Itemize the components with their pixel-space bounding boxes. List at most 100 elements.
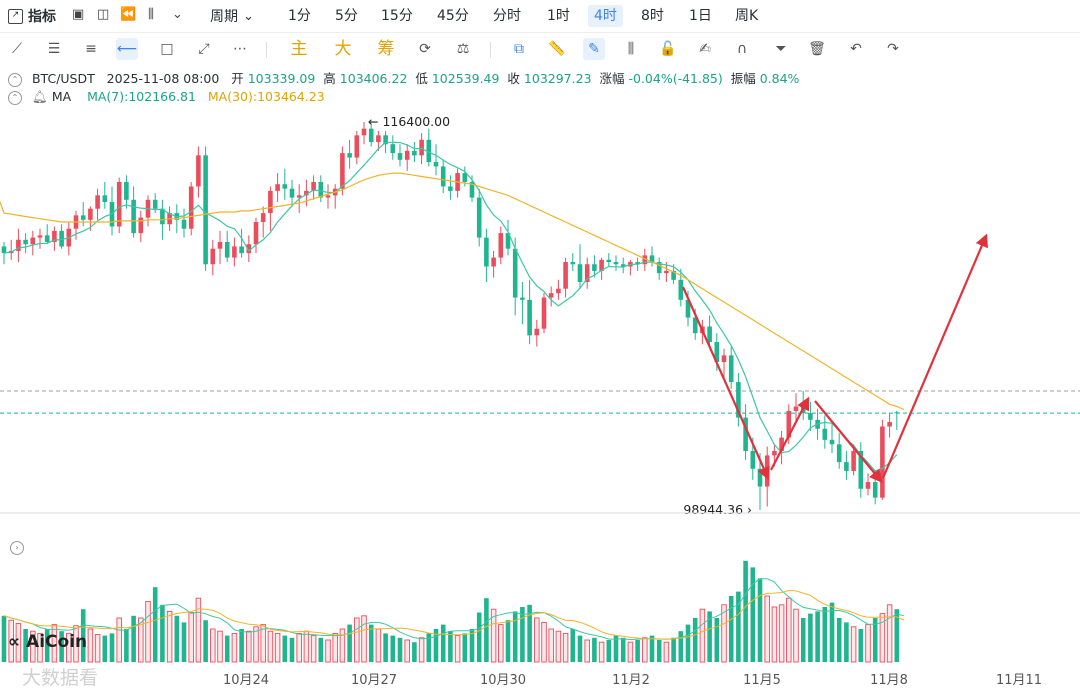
timeframe-1h[interactable]: 1时 (547, 8, 570, 24)
candle-body (894, 412, 900, 414)
volume-ma5-line (3, 578, 905, 641)
candle-body (30, 237, 36, 245)
candle-body (872, 482, 878, 498)
timeframe-5m[interactable]: 5分 (335, 8, 358, 24)
candle-body (685, 299, 691, 318)
volume-bar (800, 618, 806, 662)
close-label: 收 (507, 71, 520, 86)
ray-tool-icon[interactable]: ⤢ (198, 41, 210, 57)
volume-bar (195, 597, 202, 663)
measure-icon[interactable]: ⚖ (456, 41, 470, 57)
volume-collapse-icon[interactable]: › (10, 541, 24, 555)
candle-body (836, 444, 842, 463)
candle-body (520, 297, 525, 300)
high-value: 103406.22 (339, 71, 408, 86)
candle-body (59, 230, 64, 247)
undo-icon[interactable]: ↶ (850, 41, 862, 57)
volume-bar (850, 626, 857, 663)
pen-icon[interactable]: ✎ (583, 38, 605, 60)
candle-body (426, 139, 432, 163)
candle-body (282, 184, 288, 189)
redo-icon[interactable]: ↷ (887, 41, 899, 57)
candle-body (239, 246, 244, 254)
volume-bar (426, 633, 432, 662)
ma30-value: MA(30):103464.23 (207, 89, 325, 104)
collapse-icon[interactable]: ⌃ (8, 72, 22, 87)
big-order-button[interactable]: 大 (334, 39, 352, 59)
parallel-line-icon[interactable]: ☰ (47, 41, 61, 57)
volume-bar (267, 630, 274, 663)
layout-icon[interactable]: ◫ (97, 7, 110, 22)
main-force-button[interactable]: 主 (290, 39, 308, 59)
volume-bar (771, 606, 778, 663)
candle-body (318, 182, 324, 198)
ruler-icon[interactable]: 📏 (548, 41, 566, 57)
timeframe-8h[interactable]: 8时 (641, 8, 664, 24)
candle-body (865, 482, 871, 489)
timeframe-1d[interactable]: 1日 (689, 8, 712, 24)
candle-body (311, 182, 316, 191)
magnet-icon[interactable]: ∩ (736, 41, 748, 57)
horizontal-line-icon[interactable]: ⟵ (116, 38, 138, 60)
sync-icon[interactable]: ⟳ (419, 41, 431, 57)
candle-body (217, 242, 223, 249)
rewind-icon[interactable]: ⏪ (120, 7, 137, 22)
candle-body (253, 222, 259, 245)
candle-body (692, 317, 698, 334)
candle-body (102, 195, 108, 203)
volume-bar (606, 640, 612, 662)
volume-bar (397, 637, 403, 662)
volume-bar (354, 617, 360, 663)
candle-body (433, 162, 439, 167)
timeframe-1m[interactable]: 1分 (288, 8, 311, 24)
timeframe-45m[interactable]: 45分 (437, 8, 469, 24)
volume-bar (124, 629, 129, 662)
volume-bar (23, 629, 28, 662)
filter-icon[interactable]: ⏷ (775, 41, 787, 57)
copy-icon[interactable]: ⧉ (514, 41, 524, 57)
more-tools-icon[interactable]: ⋯ (233, 41, 247, 57)
rectangle-icon[interactable]: □ (160, 41, 174, 57)
x-axis-label: 10月24 (223, 673, 269, 688)
candle-body (196, 155, 201, 187)
edit-note-icon[interactable]: ✍ (699, 41, 711, 57)
chip-button[interactable]: 筹 (377, 39, 395, 59)
timeframe-15m[interactable]: 15分 (381, 8, 413, 24)
trash-icon[interactable]: 🗑 (808, 41, 826, 57)
volume-bar (296, 632, 302, 663)
indicator-button[interactable]: ↗ 指标 (8, 6, 56, 26)
volume-bar (318, 637, 324, 662)
volume-bar (476, 612, 482, 662)
volume-bar (757, 578, 763, 662)
timeframe-4h[interactable]: 4时 (588, 5, 623, 27)
channel-tool-icon[interactable]: ≡ (85, 41, 97, 57)
timeframe-week[interactable]: 周K (735, 8, 759, 24)
calendar-icon[interactable]: ▣ (72, 7, 85, 22)
volume-bar (541, 621, 547, 663)
candle-style-icon[interactable]: ⫼ (148, 7, 154, 22)
candle-body (390, 144, 396, 154)
volume-bar (390, 635, 396, 662)
candle-body (613, 262, 619, 265)
candle-body (52, 230, 57, 243)
lock-icon[interactable]: 🔓 (659, 41, 677, 57)
candle-body (354, 135, 360, 158)
period-button[interactable]: 周期 ⌄ (210, 6, 254, 26)
alert-bell-icon[interactable]: 🔔︎ (31, 89, 48, 104)
line-tool-icon[interactable]: ⟋ (12, 41, 22, 57)
candles-icon[interactable]: ⫼ (627, 41, 635, 57)
candle-body (1, 246, 7, 254)
volume-bar (30, 630, 36, 663)
volume-bar (368, 624, 374, 662)
candle-body (462, 173, 468, 183)
volume-bar (836, 618, 842, 662)
chevron-down-icon[interactable]: ⌄ (172, 7, 183, 22)
down-arrow-1 (681, 286, 770, 481)
collapse-icon[interactable]: ⌃ (8, 90, 22, 105)
timeframe-timeshare[interactable]: 分时 (493, 8, 521, 24)
volume-bar (663, 641, 670, 663)
candle-body (116, 182, 122, 227)
chevron-down-icon: ⌄ (243, 8, 254, 24)
volume-bar (412, 642, 417, 662)
